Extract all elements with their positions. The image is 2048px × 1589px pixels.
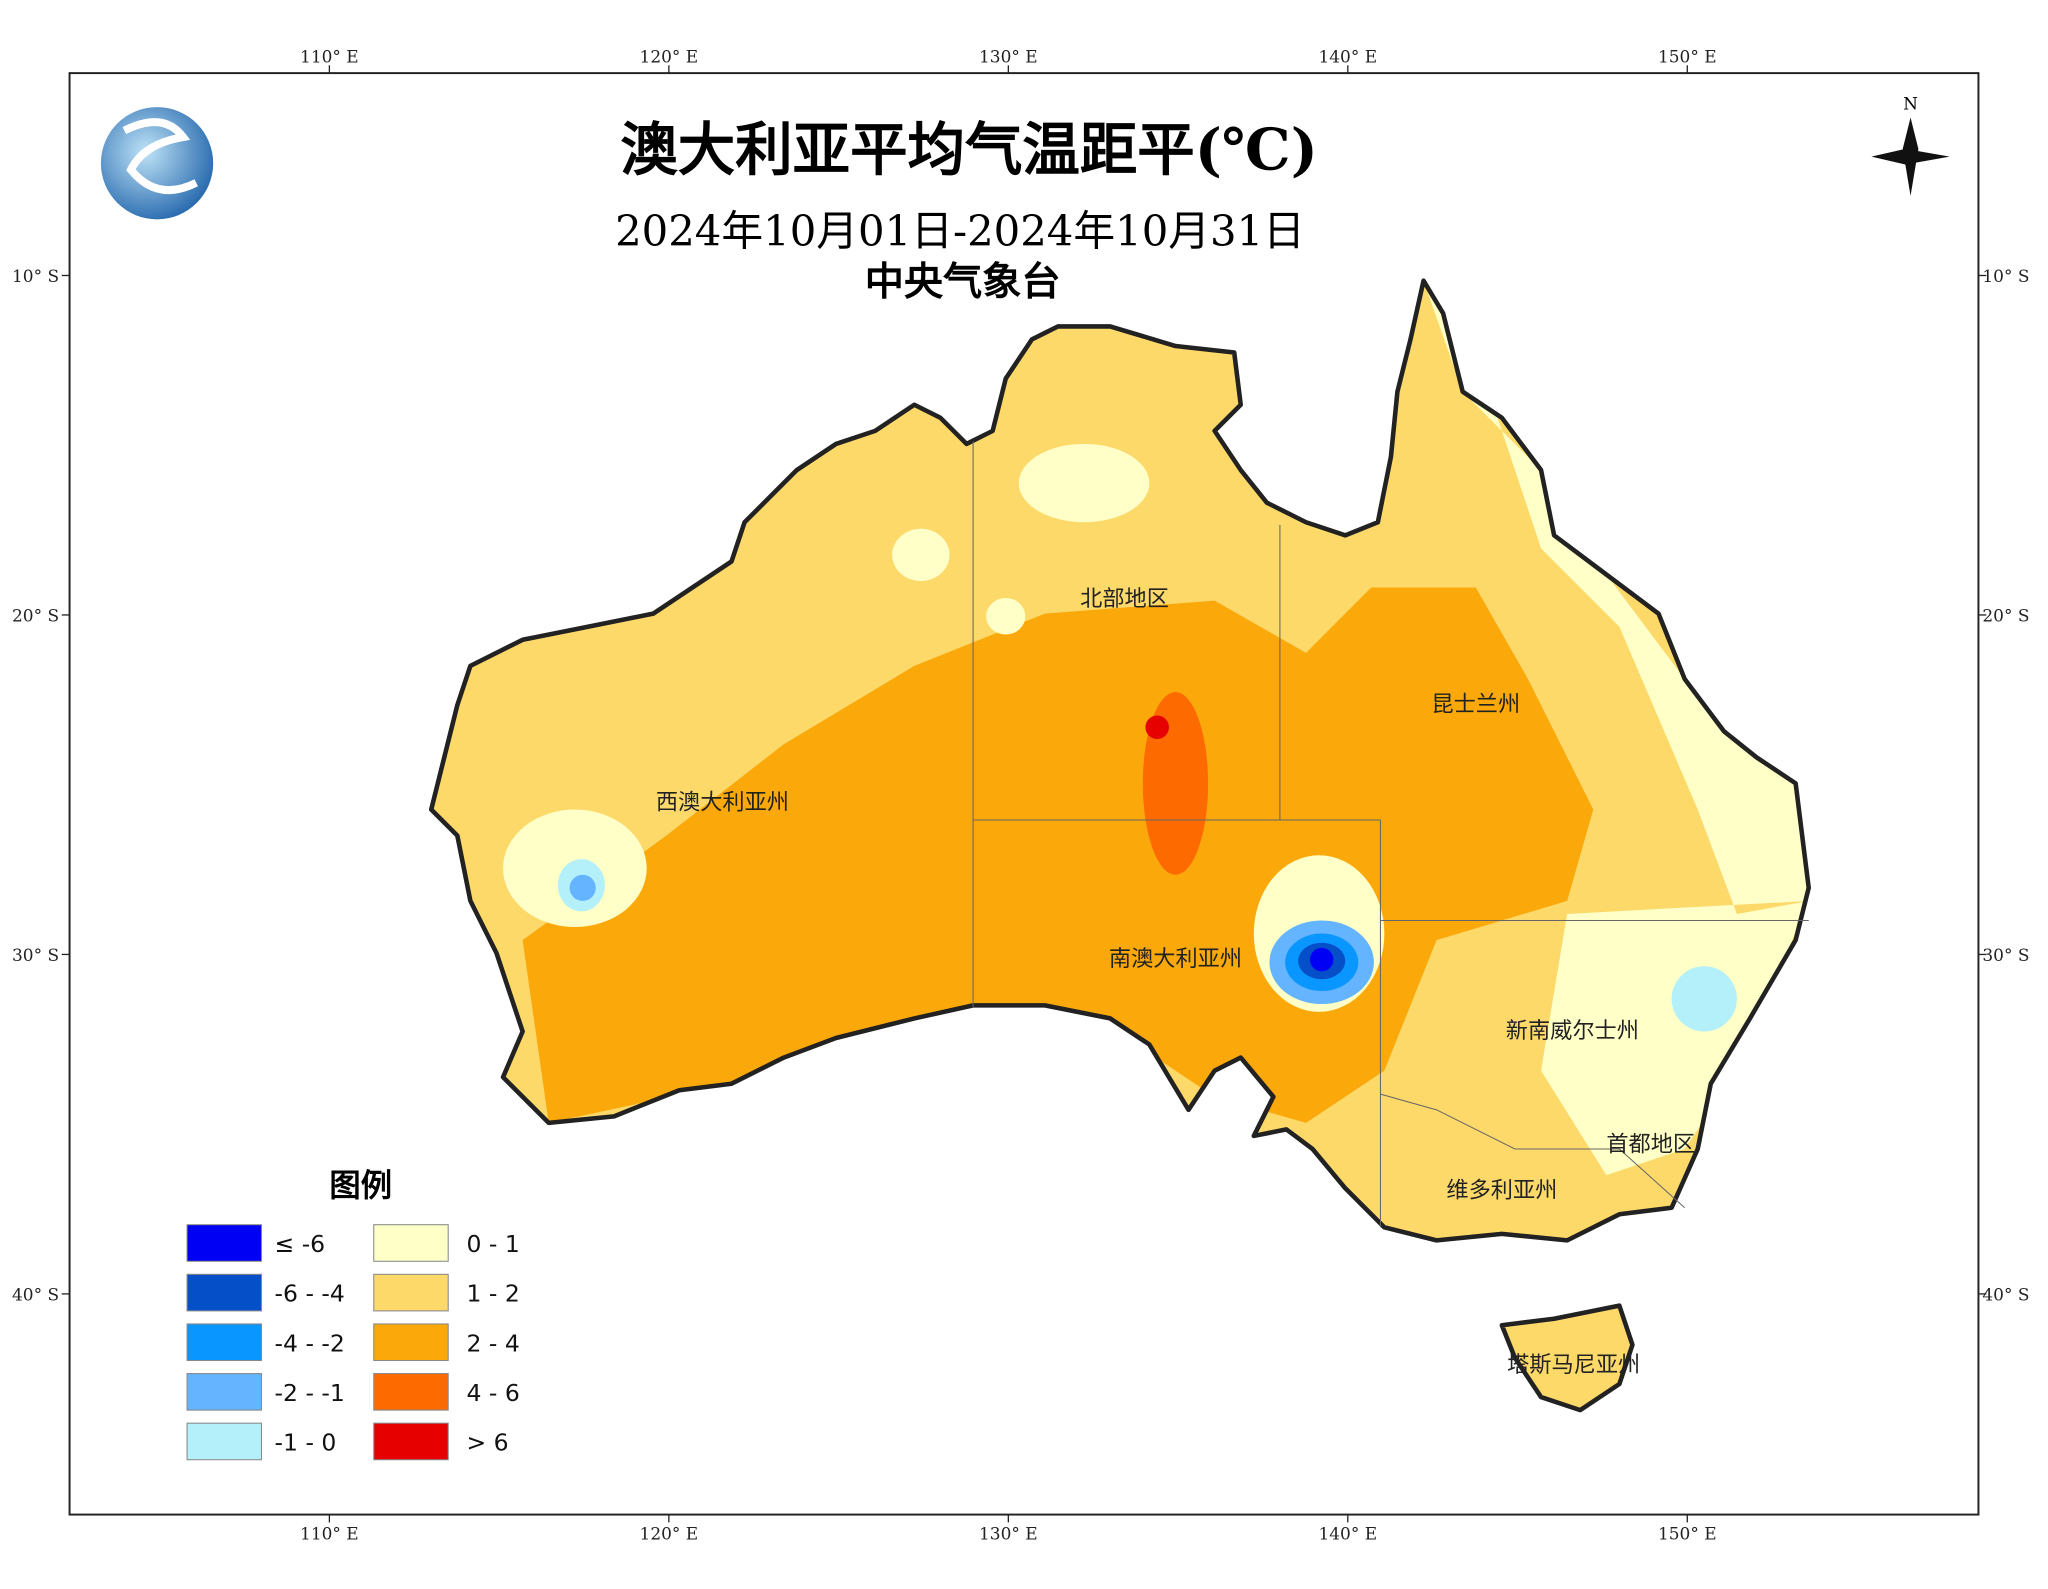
region-label: 塔斯马尼亚州 — [1507, 1352, 1640, 1378]
lon-label: 130° E — [979, 1524, 1038, 1544]
legend-swatch — [373, 1224, 449, 1262]
legend-swatch — [373, 1422, 449, 1461]
legend-swatch — [186, 1373, 263, 1411]
lon-label: 150° E — [1658, 48, 1717, 68]
legend-swatch — [186, 1323, 263, 1362]
legend-label: -1 - 0 — [275, 1429, 337, 1457]
legend-label: -4 - -2 — [275, 1329, 345, 1357]
legend-label: -6 - -4 — [275, 1280, 345, 1308]
lon-label: 150° E — [1658, 1524, 1717, 1544]
agency: 中央气象台 — [865, 260, 1061, 305]
lon-label: 110° E — [300, 1524, 359, 1544]
compass: N — [1871, 95, 1950, 196]
lat-label: 20° S — [1982, 606, 2029, 626]
legend-label: 2 - 4 — [466, 1329, 519, 1357]
lat-label: 30° S — [1982, 946, 2029, 966]
region-label: 首都地区 — [1606, 1132, 1695, 1158]
lat-label: 30° S — [12, 946, 59, 966]
legend-swatch — [186, 1422, 263, 1461]
lon-label: 110° E — [300, 48, 359, 68]
dynamic: 110° E 110° E 120° E 120° E 130° E 130° E 140°… — [12, 48, 2029, 1545]
lon-label: 140° E — [1318, 48, 1377, 68]
legend-swatch — [186, 1224, 263, 1262]
region-label: 北部地区 — [1080, 586, 1169, 612]
legend-label: > 6 — [466, 1429, 508, 1457]
title: 澳大利亚平均气温距平(℃) — [620, 116, 1318, 184]
region-label: 西澳大利亚州 — [656, 790, 789, 816]
legend-label: -2 - -1 — [275, 1379, 345, 1407]
region-label: 维多利亚州 — [1446, 1177, 1557, 1203]
legend-swatch — [373, 1323, 449, 1362]
region-label: 新南威尔士州 — [1506, 1018, 1639, 1044]
lat-label: 40° S — [12, 1285, 59, 1305]
legend-swatch — [373, 1273, 449, 1312]
logo — [100, 107, 214, 220]
coastline — [428, 278, 1811, 1413]
compass-label: N — [1903, 95, 1918, 115]
lat-label: 20° S — [12, 606, 59, 626]
legend-label: 0 - 1 — [466, 1230, 519, 1258]
legend-swatch — [186, 1273, 263, 1312]
map-frame — [68, 72, 1980, 1516]
region-label: 昆士兰州 — [1431, 692, 1520, 718]
legend-title: 图例 — [329, 1168, 392, 1204]
lon-label: 130° E — [979, 48, 1038, 68]
anomaly-fill — [431, 280, 1809, 1411]
region-label: 南澳大利亚州 — [1109, 946, 1242, 972]
lat-label: 10° S — [12, 267, 59, 287]
lon-label: 120° E — [640, 1524, 699, 1544]
lat-label: 40° S — [1982, 1285, 2029, 1305]
subtitle: 2024年10月01日-2024年10月31日 — [615, 206, 1305, 255]
legend-swatch — [373, 1373, 449, 1411]
legend-label: 1 - 2 — [466, 1280, 519, 1308]
lon-label: 120° E — [640, 48, 699, 68]
legend-label: 4 - 6 — [466, 1379, 519, 1407]
lon-label: 140° E — [1318, 1524, 1377, 1544]
legend-label: ≤ -6 — [275, 1230, 326, 1258]
lat-label: 10° S — [1982, 267, 2029, 287]
state-borders — [972, 441, 1809, 1228]
